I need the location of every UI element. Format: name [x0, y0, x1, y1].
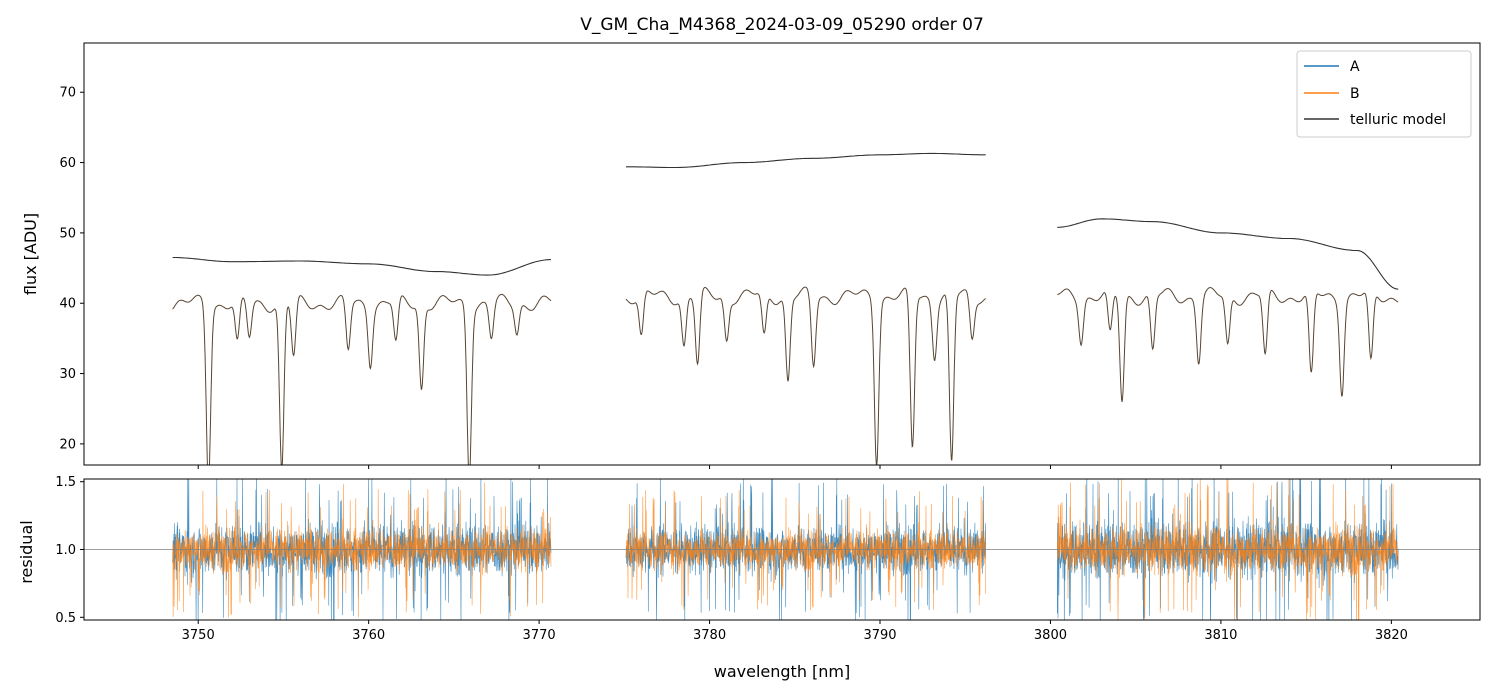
residual-x-tick-label: 3820 [1375, 628, 1408, 643]
telluric-model-b-segment-2 [625, 286, 987, 465]
residual-panel: 0.5 1.0 1.5 3750 3760 3770 3780 3790 3800 3810 38… [17, 475, 1481, 681]
legend-box [1296, 50, 1472, 138]
flux-y-tick-label: 30 [59, 367, 76, 382]
legend-label-telluric-model: telluric model [1350, 112, 1446, 128]
residual-x-tick-label: 3800 [1034, 628, 1067, 643]
residual-x-ticks: 3750 3760 3770 3780 3790 3800 3810 3820 [182, 620, 1408, 643]
residual-x-tick-label: 3770 [523, 628, 556, 643]
residual-x-tick-label: 3750 [182, 628, 215, 643]
telluric-model-a-segment-2 [626, 152, 986, 169]
residual-x-tick-label: 3810 [1204, 628, 1237, 643]
telluric-model-a-segment-1 [172, 256, 552, 276]
telluric-model-b-segment-1 [172, 293, 552, 465]
flux-data-area [172, 152, 1399, 465]
flux-axes-frame [83, 42, 1481, 466]
residual-x-tick-label: 3760 [352, 628, 385, 643]
residual-y-axis-label: residual [17, 520, 36, 583]
residual-x-tick-label: 3790 [863, 628, 896, 643]
x-axis-label: wavelength [nm] [714, 662, 851, 681]
flux-panel: 20 30 40 50 60 70 flux [ADU] A B telluric mod… [21, 42, 1481, 469]
residual-y-tick-label: 0.5 [55, 611, 76, 626]
residual-data-area [84, 479, 1480, 620]
telluric-model-a-segment-3 [1057, 218, 1399, 290]
legend-label-a: A [1350, 59, 1360, 75]
residual-x-tick-label: 3780 [693, 628, 726, 643]
flux-y-axis-label: flux [ADU] [21, 213, 40, 295]
flux-y-tick-label: 40 [59, 297, 76, 312]
legend-label-b: B [1350, 86, 1360, 102]
telluric-model-b-segment-3 [1057, 287, 1399, 402]
flux-y-tick-label: 70 [59, 86, 76, 101]
flux-y-tick-label: 60 [59, 156, 76, 171]
residual-y-tick-label: 1.0 [55, 543, 76, 558]
flux-x-ticks [197, 465, 1392, 469]
legend: A B telluric model [1296, 50, 1472, 138]
flux-y-ticks: 20 30 40 50 60 70 [59, 86, 84, 452]
flux-y-tick-label: 50 [59, 226, 76, 241]
residual-y-tick-label: 1.5 [55, 475, 76, 490]
residual-y-ticks: 0.5 1.0 1.5 [55, 475, 84, 626]
flux-y-tick-label: 20 [59, 437, 76, 452]
chart-title: V_GM_Cha_M4368_2024-03-09_05290 order 07 [580, 15, 984, 35]
